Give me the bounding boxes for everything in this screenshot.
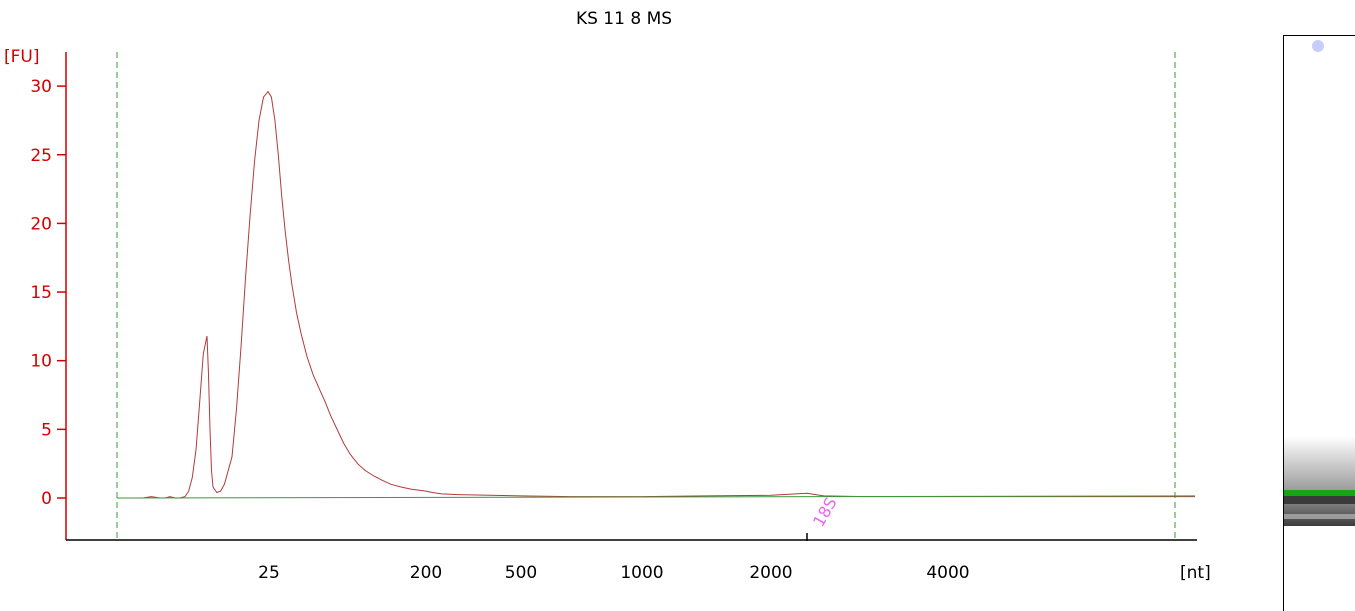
gel-lane [1283, 35, 1355, 611]
y-axis-label: [FU] [4, 47, 40, 67]
x-tick-label: 500 [505, 563, 537, 583]
x-tick-label: 4000 [926, 563, 969, 583]
y-tick-label: 25 [30, 146, 52, 166]
y-tick-label: 5 [41, 420, 52, 440]
x-axis-label: [nt] [1180, 563, 1211, 583]
y-tick-label: 15 [30, 283, 52, 303]
baseline-line [116, 495, 1196, 499]
y-tick-label: 10 [30, 352, 52, 372]
x-tick-label: 2000 [749, 563, 792, 583]
chart-title: KS 11 8 MS [576, 9, 672, 29]
gel-gray-band [1284, 514, 1355, 519]
y-tick-label: 0 [41, 489, 52, 509]
x-tick-label: 25 [258, 563, 280, 583]
gel-dark-band [1284, 496, 1355, 504]
marker-label: 18S [809, 494, 841, 530]
x-tick-label: 200 [410, 563, 442, 583]
electropherogram-chart: KS 11 8 MS [FU] [nt] 0 5 10 15 20 25 30 25 200 5… [4, 9, 1211, 583]
gel-smear [1284, 436, 1355, 526]
gel-marker-dot [1312, 40, 1324, 52]
y-tick-label: 30 [30, 77, 52, 97]
sample-trace-line [134, 90, 1195, 499]
gel-green-band [1284, 490, 1355, 496]
y-tick-label: 20 [30, 214, 52, 234]
x-tick-label: 1000 [620, 563, 663, 583]
